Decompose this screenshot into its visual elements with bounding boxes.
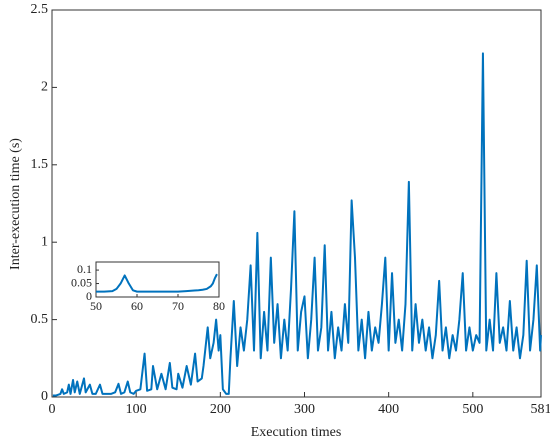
x-tick-label: 0 (49, 402, 56, 417)
y-tick-label: 0.05 (71, 275, 92, 289)
y-tick-label: 1 (41, 234, 48, 249)
x-tick-label: 200 (210, 402, 231, 417)
y-tick-label: 0 (86, 289, 92, 303)
x-tick-label: 300 (294, 402, 315, 417)
y-tick-label: 0 (41, 389, 48, 404)
x-tick-label: 50 (90, 299, 102, 313)
x-axis-label: Execution times (251, 425, 342, 440)
x-tick-label: 500 (462, 402, 483, 417)
x-tick-label: 400 (378, 402, 399, 417)
y-tick-label: 0.1 (77, 262, 92, 276)
x-tick-label: 80 (213, 299, 225, 313)
y-tick-label: 0.5 (31, 312, 49, 327)
inset-chart: 50 60 70 80 00.050.1 (71, 261, 225, 313)
y-tick-label: 2 (41, 80, 48, 95)
x-tick-label: 70 (172, 299, 184, 313)
data-line (52, 52, 542, 397)
y-axis-label: Inter-execution time (s) (8, 138, 23, 270)
x-tick-label: 60 (131, 299, 143, 313)
y-tick-label: 1.5 (31, 157, 49, 172)
x-tick-label: 581 (531, 402, 550, 417)
x-tick-label: 100 (126, 402, 147, 417)
data-line (96, 273, 218, 293)
y-tick-label: 2.5 (31, 2, 49, 17)
